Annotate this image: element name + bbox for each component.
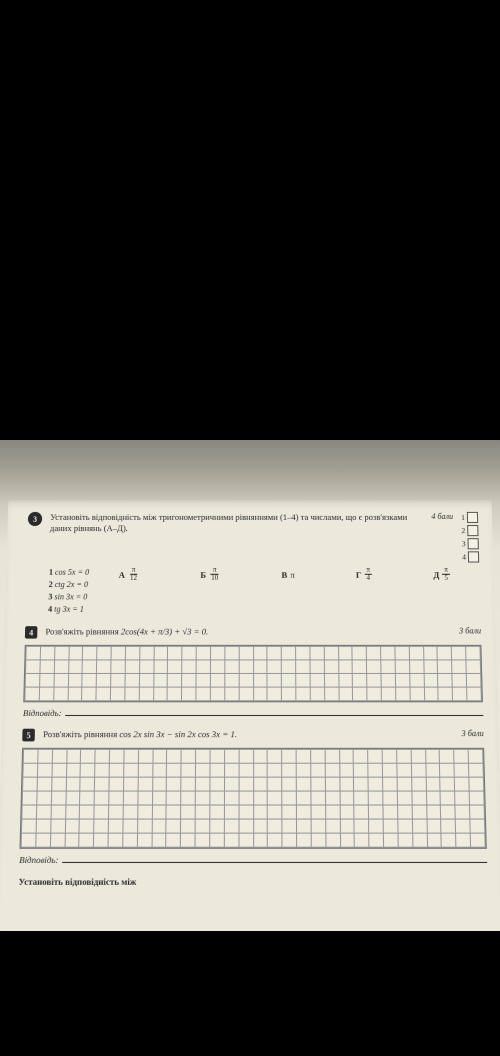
eq-3: 3 sin 3x = 0	[48, 591, 89, 603]
photo-background: 3 Установіть відповідність між тригономе…	[0, 440, 500, 899]
question-5-row: 5 Розв'яжіть рівняння cos 2x sin 3x − si…	[22, 729, 484, 742]
worksheet-page: 3 Установіть відповідність між тригономе…	[0, 500, 500, 931]
eq-1: 1 cos 5x = 0	[49, 567, 89, 579]
question-number-5: 5	[22, 729, 35, 742]
match-content: 1 cos 5x = 0 2 ctg 2x = 0 3 sin 3x = 0 4…	[48, 567, 481, 616]
equations-column: 1 cos 5x = 0 2 ctg 2x = 0 3 sin 3x = 0 4…	[48, 567, 89, 616]
option-В: В π	[281, 569, 294, 579]
question-4-row: 4 Розв'яжіть рівняння 2cos(4x + π/3) + √…	[25, 626, 481, 638]
question-3-row: 3 Установіть відповідність між тригономе…	[27, 512, 479, 563]
question-4-points: 3 бали	[459, 626, 481, 635]
question-5-text: Розв'яжіть рівняння cos 2x sin 3x − sin …	[43, 729, 447, 741]
option-A: А π12	[119, 567, 140, 582]
eq-4: 4 tg 3x = 1	[48, 603, 89, 615]
question-5-points: 3 бали	[461, 729, 483, 739]
question-3-text: Установіть відповідність між тригонометр…	[50, 512, 418, 535]
question-number-3: 3	[28, 512, 42, 526]
question-3-points: 4 бали	[431, 512, 453, 521]
work-grid-q5	[19, 748, 486, 849]
question-4-text: Розв'яжіть рівняння 2cos(4x + π/3) + √3 …	[45, 626, 445, 638]
cutoff-text: Установіть відповідність між	[18, 876, 487, 887]
option-Д: Д π5	[433, 567, 450, 582]
work-grid-q4	[23, 645, 483, 702]
answer-box-4: 4	[462, 551, 479, 562]
eq-2: 2 ctg 2x = 0	[48, 579, 89, 591]
answer-line-q4: Відповідь:	[23, 707, 484, 719]
answer-box-1: 1	[461, 512, 478, 523]
question-number-4: 4	[25, 626, 38, 638]
option-Б: Б π10	[200, 567, 220, 582]
answer-line-q5: Відповідь:	[19, 853, 487, 865]
options-row: А π12 Б π10 В π Г π4 Д π5	[99, 567, 480, 582]
answer-box-3: 3	[462, 538, 479, 549]
answer-box-2: 2	[461, 525, 478, 536]
option-Г: Г π4	[356, 567, 372, 582]
answer-boxes-q3: 1 2 3 4	[461, 512, 479, 563]
